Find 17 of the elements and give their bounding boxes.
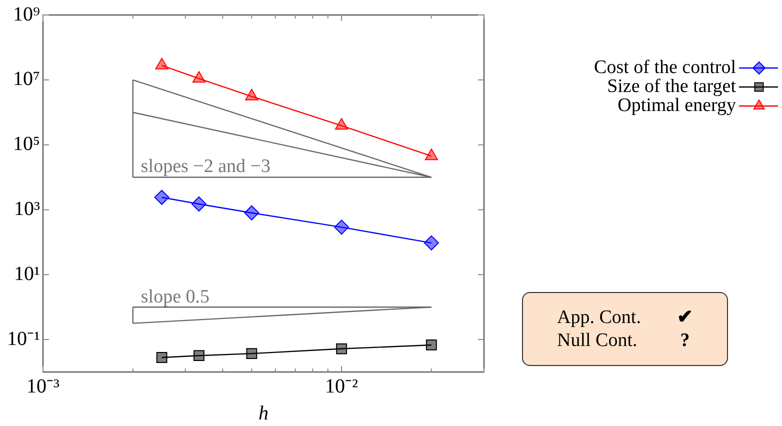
y-tick-label: 10⁷ (13, 68, 40, 90)
text: Null Cont. (557, 329, 638, 352)
text: App. Cont. (557, 306, 641, 329)
y-tick-label: 10¹ (14, 262, 40, 285)
y-tick-label: 10⁵ (13, 133, 40, 156)
y-tick-label: 10³ (14, 198, 40, 220)
annotation: slopes −2 and −3 (140, 156, 271, 178)
text: ? (679, 329, 691, 352)
x-tick-label: 10⁻² (325, 375, 358, 398)
legend-label: Size of the target (607, 76, 737, 97)
legend-label: Cost of the control (594, 56, 736, 78)
y-tick-label: 10⁻¹ (6, 328, 40, 350)
x-tick-label: 10⁻³ (26, 375, 60, 398)
annotation: slope 0.5 (140, 286, 210, 308)
text: ✔ (676, 306, 693, 329)
y-tick-label: 10⁹ (13, 3, 40, 26)
x-axis-title: h (258, 402, 268, 424)
